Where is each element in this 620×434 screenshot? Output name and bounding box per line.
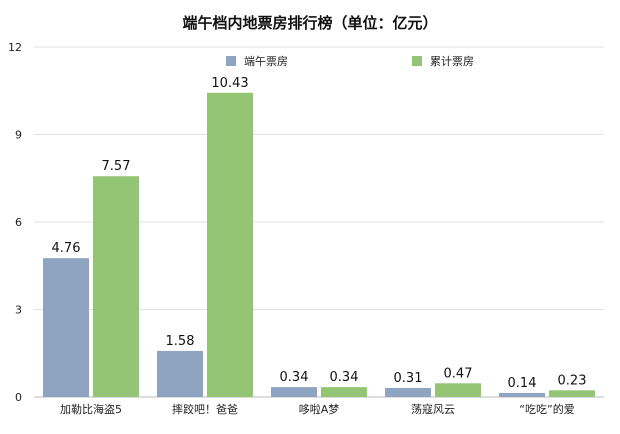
category-label: 荡寇风云 xyxy=(411,402,455,416)
y-tick-label: 6 xyxy=(15,216,22,229)
data-label: 1.58 xyxy=(166,334,195,349)
y-tick-label: 9 xyxy=(15,129,22,142)
value-labels: 4.76 7.57 1.58 10.43 0.34 0.34 0.31 0.47 0.14 0.2… xyxy=(52,76,587,391)
legend-swatch xyxy=(226,56,236,66)
legend-label: 端午票房 xyxy=(244,55,288,68)
data-label: 0.34 xyxy=(280,370,309,385)
data-label: 0.31 xyxy=(394,371,423,386)
bar-cumulative xyxy=(549,390,595,397)
category-label: “吃吃”的爱 xyxy=(519,402,574,416)
legend-swatch xyxy=(412,56,422,66)
data-label: 7.57 xyxy=(102,159,131,174)
data-label: 0.14 xyxy=(508,376,537,391)
legend-label: 累计票房 xyxy=(430,55,474,68)
bar-duanwu xyxy=(271,387,317,397)
data-label: 0.47 xyxy=(444,366,473,381)
bar-cumulative xyxy=(435,383,481,397)
y-tick-label: 12 xyxy=(8,41,22,54)
category-label: 摔跤吧！爸爸 xyxy=(172,402,238,416)
y-tick-label: 0 xyxy=(15,391,22,404)
x-axis: 加勒比海盗5 摔跤吧！爸爸 哆啦A梦 荡寇风云 “吃吃”的爱 xyxy=(60,402,575,416)
bar-duanwu xyxy=(43,258,89,397)
legend: 端午票房 累计票房 xyxy=(226,55,474,68)
chart-title: 端午档内地票房排行榜（单位：亿元） xyxy=(182,14,437,32)
category-label: 加勒比海盗5 xyxy=(60,402,122,416)
y-axis: 0 3 6 9 12 xyxy=(8,41,22,404)
data-label: 10.43 xyxy=(211,76,248,91)
bar-duanwu xyxy=(385,387,431,397)
y-tick-label: 3 xyxy=(15,304,22,317)
bar-duanwu xyxy=(499,392,545,397)
data-label: 4.76 xyxy=(52,241,81,256)
bar-cumulative xyxy=(207,92,253,398)
data-label: 0.34 xyxy=(330,370,359,385)
data-label: 0.23 xyxy=(558,373,587,388)
bar-cumulative xyxy=(93,176,139,397)
bars xyxy=(43,92,595,398)
bar-cumulative xyxy=(321,387,367,397)
bar-duanwu xyxy=(157,350,203,397)
category-label: 哆啦A梦 xyxy=(299,402,340,416)
